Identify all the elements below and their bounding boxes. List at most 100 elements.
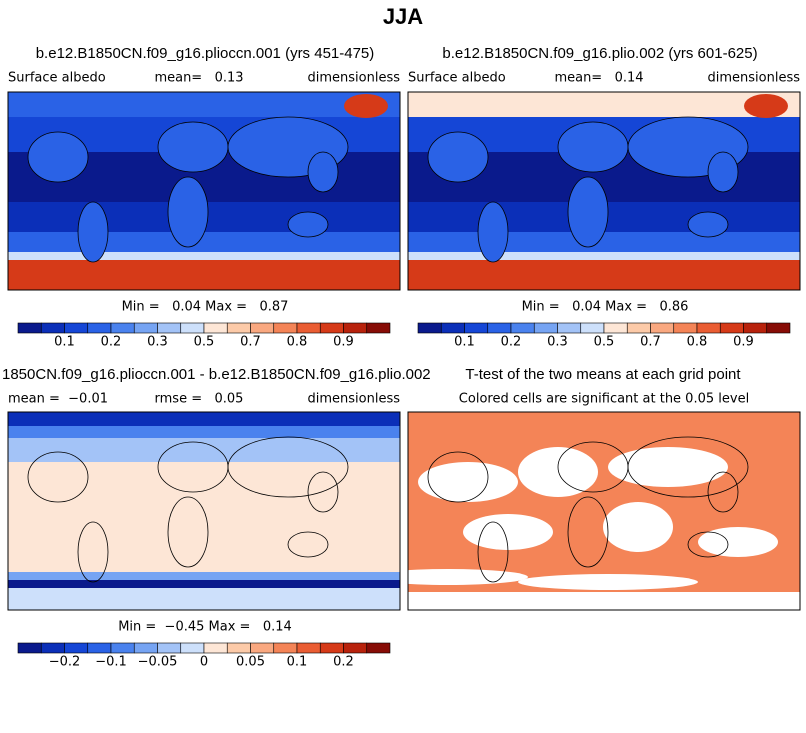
colorbar-box [603, 322, 628, 334]
colorbar-box [17, 322, 42, 334]
colorbar-label: 0.7 [640, 335, 661, 350]
landmass [27, 131, 89, 183]
non-significant-area [463, 514, 553, 550]
map-fill [8, 412, 400, 610]
colorbar-label: 0.2 [501, 335, 522, 350]
colorbar-box [203, 642, 228, 654]
colorbar-label: 0.3 [147, 335, 168, 350]
colorbar-box [719, 322, 744, 334]
panel-title: T-test of the two means at each grid poi… [465, 366, 741, 383]
colorbar-box [226, 322, 251, 334]
colorbar-box [273, 322, 298, 334]
map-band [408, 92, 800, 117]
colorbar-box [250, 642, 275, 654]
colorbar-box [343, 642, 368, 654]
map-fill [408, 92, 800, 290]
map-band [408, 252, 800, 260]
colorbar-box [180, 642, 205, 654]
landmass [157, 121, 229, 173]
colorbar-box [157, 322, 182, 334]
colorbar-label: 0.1 [454, 335, 475, 350]
landmass [427, 131, 489, 183]
map-band [8, 252, 400, 260]
min-max-label: Min = 0.04 Max = 0.87 [122, 300, 289, 315]
panel-right-label: dimensionless [708, 71, 801, 86]
landmass [227, 436, 349, 498]
panel-right-label: dimensionless [308, 392, 401, 407]
colorbar-box [580, 322, 605, 334]
colorbar-label: 0.9 [333, 335, 354, 350]
map [407, 411, 801, 611]
colorbar-box [133, 322, 158, 334]
colorbar-box [64, 322, 89, 334]
colorbar-box [250, 322, 275, 334]
colorbar-box [673, 322, 698, 334]
colorbar-box [226, 642, 251, 654]
colorbar-box [343, 322, 368, 334]
colorbar-box [743, 322, 768, 334]
greenland [744, 94, 788, 118]
non-significant-area [518, 574, 698, 590]
colorbar-box [296, 322, 321, 334]
map-band [8, 426, 400, 438]
landmass [707, 151, 739, 193]
panel-left-label: Surface albedo [408, 71, 506, 86]
map-band [408, 592, 800, 610]
landmass [167, 496, 209, 568]
non-significant-area [408, 569, 528, 585]
colorbar-box [319, 642, 344, 654]
landmass [287, 531, 329, 558]
map-frame [407, 411, 801, 611]
landmass [77, 201, 109, 263]
panel-title: b.e12.B1850CN.f09_g16.plio.002 (yrs 601-… [442, 45, 757, 62]
landmass [77, 521, 109, 583]
landmass [477, 521, 509, 583]
map-band [8, 580, 400, 588]
colorbar-box [510, 322, 535, 334]
colorbar-box [650, 322, 675, 334]
map [7, 91, 401, 291]
colorbar-box [40, 642, 65, 654]
colorbar-label: 0.3 [547, 335, 568, 350]
non-significant-area [698, 527, 778, 557]
colorbar-box [366, 322, 391, 334]
landmass [287, 211, 329, 238]
colorbar-label: 0.8 [687, 335, 708, 350]
greenland [344, 94, 388, 118]
map-band [8, 462, 400, 572]
map-frame [7, 91, 401, 291]
colorbar-box [417, 322, 442, 334]
colorbar-label: 0.1 [54, 335, 75, 350]
map-fill [8, 92, 400, 290]
map-frame [7, 411, 401, 611]
colorbar-box [87, 642, 112, 654]
map-band [8, 232, 400, 252]
colorbar-box [273, 642, 298, 654]
landmass [567, 496, 609, 568]
colorbar-label: 0.9 [733, 335, 754, 350]
colorbar-label: 0.05 [236, 655, 265, 670]
map-band [8, 588, 400, 610]
landmass [27, 451, 89, 503]
colorbar-box [626, 322, 651, 334]
landmass [567, 176, 609, 248]
colorbar-label: 0.5 [194, 335, 215, 350]
colorbar-label: 0.7 [240, 335, 261, 350]
landmass [427, 451, 489, 503]
landmass [477, 201, 509, 263]
map-band [408, 260, 800, 290]
map-band [8, 260, 400, 290]
panel-center-label: mean= 0.14 [554, 71, 643, 86]
panel-center-label: mean= 0.13 [154, 71, 243, 86]
colorbar-box [766, 322, 791, 334]
map [7, 411, 401, 611]
colorbar-box [533, 322, 558, 334]
colorbar-box [203, 322, 228, 334]
min-max-label: Min = 0.04 Max = 0.86 [522, 300, 689, 315]
panel-left-label: mean = −0.01 [8, 392, 108, 407]
non-significant-area [418, 462, 518, 502]
colorbar-box [464, 322, 489, 334]
colorbar-label: 0.2 [101, 335, 122, 350]
non-significant-area [608, 447, 728, 487]
min-max-label: Min = −0.45 Max = 0.14 [118, 620, 292, 635]
